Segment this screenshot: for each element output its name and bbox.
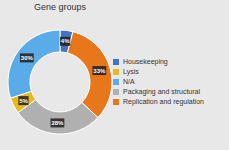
svg-text:5%: 5% <box>19 98 28 104</box>
svg-text:28%: 28% <box>51 120 64 126</box>
svg-text:30%: 30% <box>21 55 34 61</box>
html-text:Housekeeping: Housekeeping <box>123 58 168 65</box>
svg-text:33%: 33% <box>93 68 106 74</box>
html-text:N/A: N/A <box>123 78 135 85</box>
html-text:Packaging and structural: Packaging and structural <box>123 88 200 95</box>
html-text:Replication and regulation: Replication and regulation <box>123 98 204 105</box>
html-text:Lysis: Lysis <box>123 68 139 75</box>
html-text:Gene groups: Gene groups <box>34 2 86 12</box>
svg-text:4%: 4% <box>61 38 70 44</box>
